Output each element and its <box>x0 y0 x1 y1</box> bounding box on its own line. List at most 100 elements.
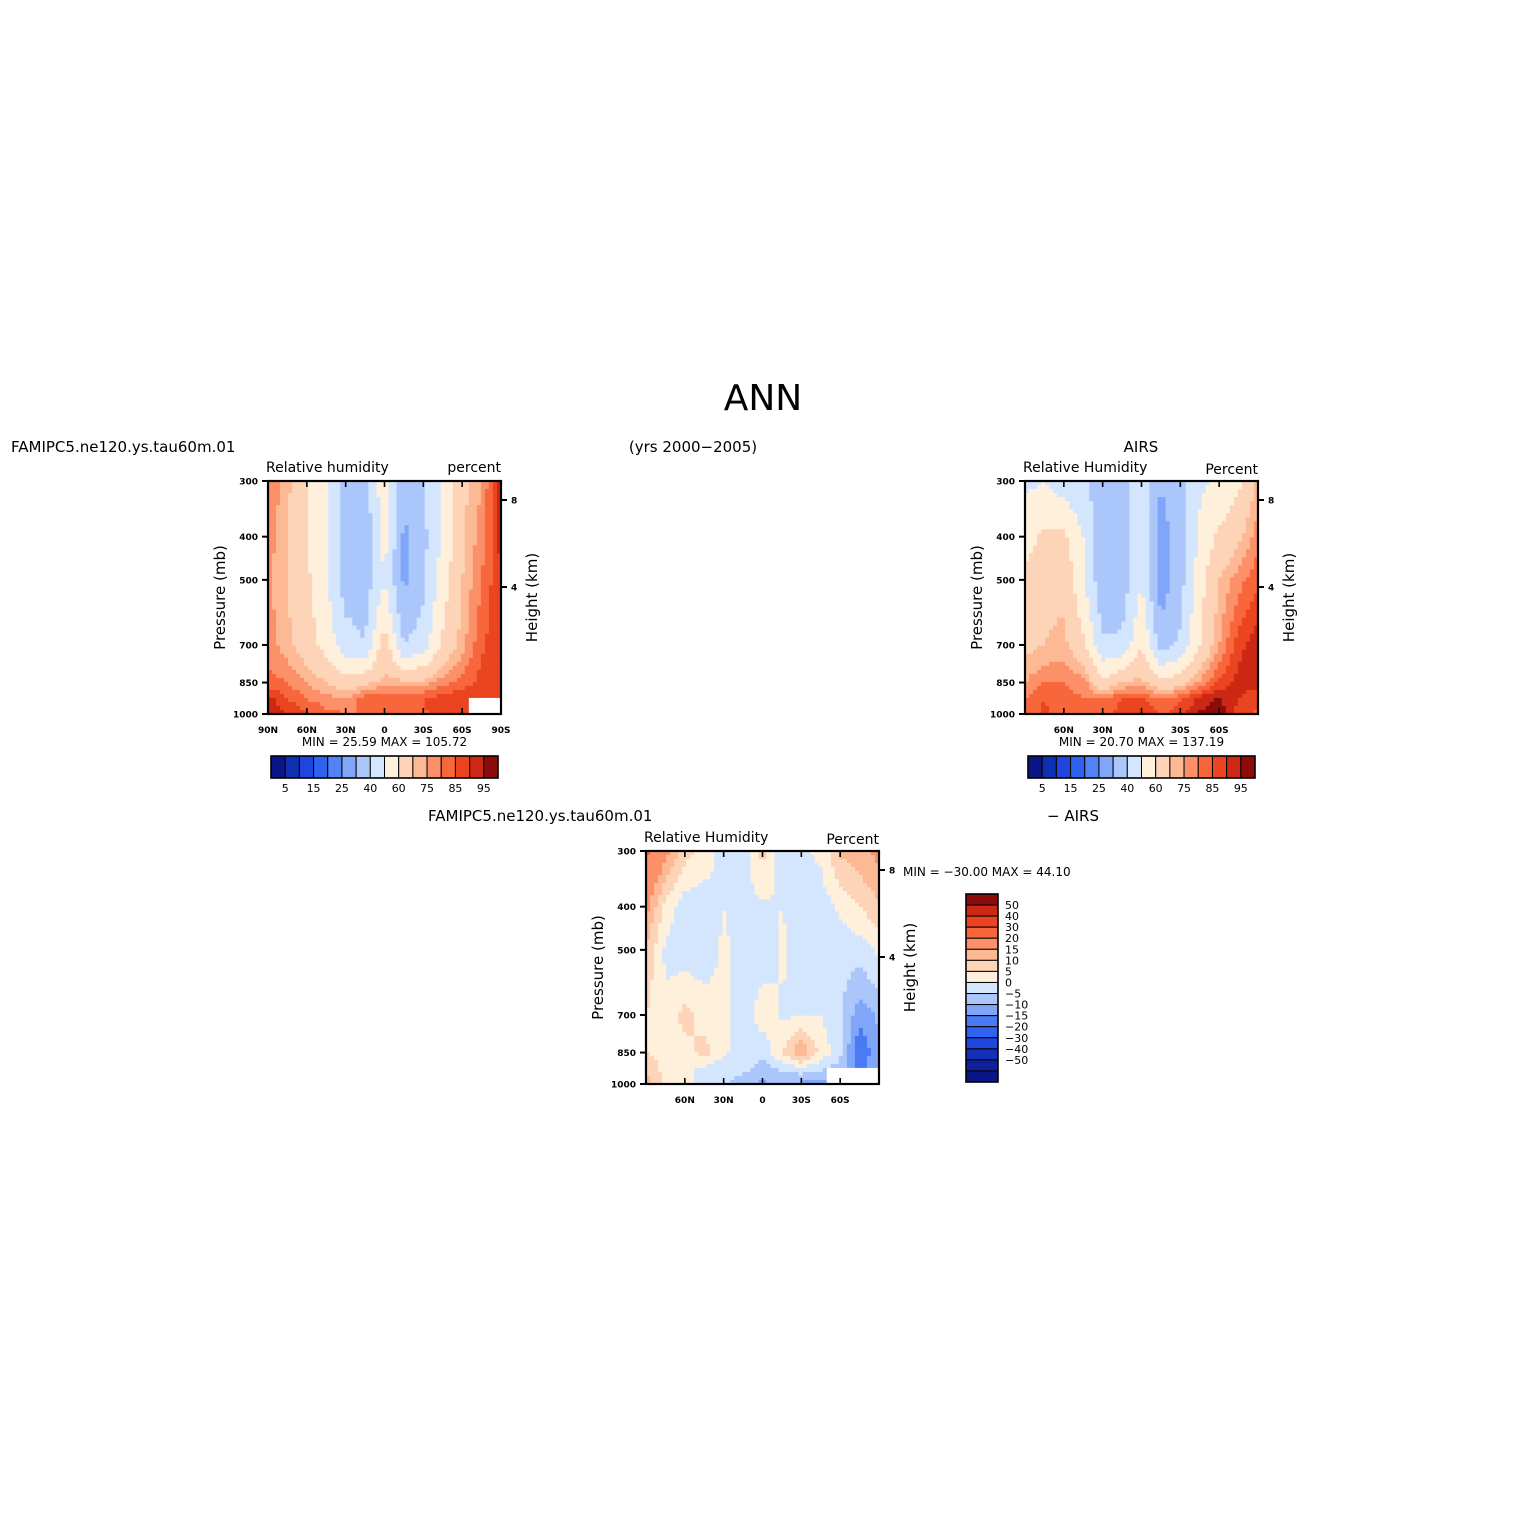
field-cell <box>304 485 309 490</box>
field-cell <box>468 541 474 546</box>
field-cell <box>1109 685 1114 691</box>
field-cell <box>452 549 458 554</box>
field-cell <box>392 617 398 623</box>
field-cell <box>440 665 446 671</box>
field-cell <box>1117 633 1123 639</box>
field-cell <box>424 685 430 691</box>
field-cell <box>384 657 390 663</box>
field-cell <box>312 533 317 538</box>
lat-tick-label: 0 <box>381 726 387 736</box>
field-cell <box>392 637 398 643</box>
field-cell <box>348 593 353 599</box>
field-cell <box>476 505 482 510</box>
field-cell <box>376 529 382 534</box>
field-cell <box>1109 689 1114 695</box>
field-cell <box>336 509 341 514</box>
colorbar-swatch <box>483 755 499 779</box>
field-cell <box>476 685 482 691</box>
field-cell <box>480 665 486 671</box>
field-cell <box>320 489 325 494</box>
field-cell <box>1029 517 1034 522</box>
field-cell <box>340 505 345 510</box>
field-cell <box>1061 657 1066 663</box>
field-cell <box>392 697 398 703</box>
field-cell <box>1049 625 1054 631</box>
field-cell <box>460 525 466 530</box>
field-cell <box>1053 565 1058 570</box>
field-cell <box>1041 597 1046 603</box>
field-cell <box>1049 581 1054 587</box>
field-cell <box>484 637 490 643</box>
field-cell <box>336 689 341 695</box>
field-cell <box>288 709 293 715</box>
field-cell <box>1073 533 1078 538</box>
field-cell <box>292 661 297 667</box>
field-cell <box>400 569 406 574</box>
field-cell <box>484 613 490 619</box>
field-cell <box>348 529 353 534</box>
field-cell <box>1073 517 1078 522</box>
field-cell <box>300 521 305 526</box>
field-cell <box>464 561 470 566</box>
field-cell <box>432 577 438 583</box>
field-cell <box>1093 553 1098 558</box>
field-cell <box>1037 497 1042 502</box>
field-cell <box>356 617 361 623</box>
field-cell <box>1069 489 1074 494</box>
field-cell <box>1049 537 1054 542</box>
field-cell <box>1093 673 1098 679</box>
field-cell <box>352 693 357 699</box>
field-cell <box>1061 677 1066 683</box>
field-cell <box>492 581 498 587</box>
field-cell <box>1105 493 1110 498</box>
field-cell <box>444 701 450 707</box>
field-cell <box>1121 701 1127 707</box>
field-cell <box>352 545 357 550</box>
field-cell <box>376 673 382 679</box>
field-cell <box>368 509 374 514</box>
field-cell <box>472 573 478 579</box>
field-cell <box>444 693 450 699</box>
field-cell <box>436 645 442 651</box>
field-cell <box>456 661 462 667</box>
field-cell <box>496 677 502 683</box>
field-cell <box>1125 573 1131 579</box>
field-cell <box>1077 557 1082 562</box>
field-cell <box>388 593 394 599</box>
field-cell <box>1101 697 1106 703</box>
field-cell <box>284 677 289 683</box>
field-cell <box>280 629 285 635</box>
field-cell <box>364 501 370 506</box>
field-cell <box>476 525 482 530</box>
field-cell <box>336 549 341 554</box>
field-cell <box>404 537 410 542</box>
field-cell <box>472 633 478 639</box>
field-cell <box>428 661 434 667</box>
field-cell <box>436 629 442 635</box>
field-cell <box>280 641 285 647</box>
field-cell <box>1109 589 1114 595</box>
field-cell <box>320 637 325 643</box>
field-cell <box>376 577 382 583</box>
field-cell <box>276 497 281 502</box>
field-cell <box>420 665 426 671</box>
field-cell <box>352 601 357 607</box>
field-cell <box>332 537 337 542</box>
field-cell <box>1053 593 1058 599</box>
field-cell <box>332 593 337 599</box>
field-cell <box>408 613 414 619</box>
field-cell <box>1109 493 1114 498</box>
field-cell <box>472 565 478 570</box>
field-cell <box>400 653 406 659</box>
field-cell <box>380 709 386 715</box>
field-cell <box>1061 681 1066 687</box>
field-cell <box>312 661 317 667</box>
field-cell <box>440 553 446 558</box>
field-cell <box>1033 673 1038 679</box>
field-cell <box>404 569 410 574</box>
field-cell <box>452 557 458 562</box>
panel-units: percent <box>447 460 501 476</box>
field-cell <box>432 481 438 486</box>
field-cell <box>416 481 422 486</box>
field-cell <box>268 629 273 635</box>
